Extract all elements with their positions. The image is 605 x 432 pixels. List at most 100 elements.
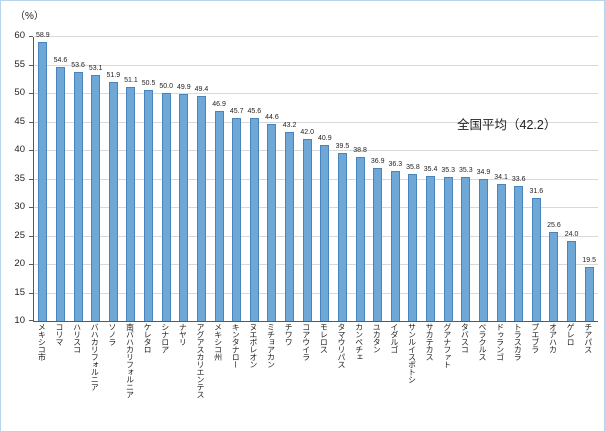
bar-column: 49.4 bbox=[193, 37, 211, 321]
bar-value-label: 38.8 bbox=[353, 146, 367, 154]
bar-value-label: 36.3 bbox=[388, 161, 403, 169]
bar-value-label: 35.4 bbox=[423, 166, 438, 174]
y-tick-label: 50 bbox=[14, 87, 25, 98]
x-tick-label-text: アグアスカリエンテス bbox=[196, 323, 206, 398]
y-tick-label: 45 bbox=[14, 115, 25, 127]
bar-value-label: 58.9 bbox=[36, 32, 50, 40]
gridline bbox=[34, 207, 598, 208]
bar-column: 35.3 bbox=[439, 37, 457, 321]
bar-value-label: 34.9 bbox=[476, 169, 491, 177]
bar-value-label: 49.4 bbox=[194, 86, 209, 94]
bar-value-label: 35.3 bbox=[441, 166, 455, 174]
plot-area: 58.9 54.6 53.6 53.1 51.9 51.1 50.5 50.0 49.9 49.4… bbox=[33, 32, 598, 322]
bar bbox=[161, 93, 171, 321]
bar bbox=[108, 82, 118, 321]
y-tick-label: 40 bbox=[14, 144, 25, 155]
x-tick-label-text: サンルイスポトシ bbox=[407, 323, 417, 383]
bar bbox=[531, 197, 541, 321]
bar-value-label: 43.2 bbox=[282, 121, 297, 129]
bar-value-label: 40.9 bbox=[318, 134, 332, 142]
y-tick-mark bbox=[29, 207, 33, 208]
bar bbox=[38, 42, 48, 321]
x-tick-label: ゲレロ bbox=[562, 323, 580, 346]
bar bbox=[390, 171, 400, 321]
x-tick-label: タマウリパス bbox=[333, 323, 351, 368]
gridline bbox=[34, 64, 598, 66]
gridline bbox=[34, 264, 598, 265]
bar-column: 34.9 bbox=[475, 37, 493, 321]
bar-value-label: 53.6 bbox=[71, 62, 85, 70]
x-tick-label-text: ケレタロ bbox=[143, 323, 153, 353]
x-tick-label: サカテカス bbox=[421, 323, 439, 361]
bar-value-label: 53.1 bbox=[88, 65, 103, 73]
bar-column: 46.9 bbox=[210, 37, 228, 321]
national-average-annotation: 全国平均（42.2） bbox=[457, 118, 557, 132]
y-tick-label: 25 bbox=[14, 229, 25, 241]
bar-column: 51.1 bbox=[122, 37, 140, 321]
bar-column: 38.8 bbox=[351, 37, 369, 321]
x-tick-label-text: メキシコ市 bbox=[37, 323, 47, 361]
bar-column: 35.4 bbox=[422, 37, 440, 321]
x-tick-label-text: ドゥランゴ bbox=[495, 323, 505, 361]
x-tick-label-text: ソノラ bbox=[107, 323, 117, 346]
bar-column: 53.6 bbox=[69, 37, 87, 321]
x-tick-label: キンタナロー bbox=[227, 323, 245, 368]
bar-column: 33.6 bbox=[510, 37, 528, 321]
y-axis: 10 15 20 25 30 35 40 45 50 55 60 bbox=[1, 31, 33, 326]
x-tick-label: ドゥランゴ bbox=[491, 323, 509, 361]
x-tick-label-text: タバスコ bbox=[460, 323, 470, 353]
y-tick-label: 15 bbox=[14, 286, 25, 298]
x-tick-label-text: プエブラ bbox=[530, 323, 540, 353]
bar-column: 35.8 bbox=[404, 37, 422, 321]
x-tick-label: ミチョアカン bbox=[262, 323, 280, 368]
bars-container: 58.9 54.6 53.6 53.1 51.9 51.1 50.5 50.0 49.9 49.4… bbox=[34, 32, 598, 321]
x-tick-label: オアハカ bbox=[544, 323, 562, 353]
bar bbox=[73, 72, 83, 321]
x-tick-label: バハカリフォルニア bbox=[86, 323, 104, 391]
bar-value-label: 33.6 bbox=[511, 176, 526, 184]
bar bbox=[214, 110, 224, 321]
x-tick-label: プエブラ bbox=[527, 323, 545, 353]
bar-column: 58.9 bbox=[34, 32, 52, 321]
bar bbox=[337, 152, 347, 321]
bar bbox=[267, 123, 277, 321]
bar bbox=[514, 186, 524, 321]
bar-column: 19.5 bbox=[580, 37, 598, 321]
bar bbox=[144, 90, 154, 321]
bar-value-label: 51.9 bbox=[106, 72, 121, 80]
gridline bbox=[34, 178, 598, 180]
x-tick-label: ヌエボレオン bbox=[245, 323, 263, 368]
x-tick-label: カンペチェ bbox=[350, 323, 368, 361]
x-tick-label: モレロス bbox=[315, 323, 333, 353]
bar-column: 45.7 bbox=[228, 37, 246, 321]
bar bbox=[443, 176, 453, 321]
bar-value-label: 46.9 bbox=[212, 100, 226, 108]
x-tick-label-text: バハカリフォルニア bbox=[90, 323, 100, 391]
x-tick-label-text: ユカタン bbox=[372, 323, 382, 353]
y-tick-mark bbox=[29, 93, 33, 94]
x-tick-label: ユカタン bbox=[368, 323, 386, 353]
bar bbox=[285, 131, 295, 321]
x-tick-label: コリマ bbox=[51, 323, 69, 346]
bar-column: 31.6 bbox=[528, 37, 546, 321]
x-tick-label: 南バハカリフォルニア bbox=[121, 323, 139, 398]
x-tick-label: イダルゴ bbox=[386, 323, 404, 353]
bar-column: 35.3 bbox=[457, 37, 475, 321]
x-tick-label-text: チワワ bbox=[284, 323, 294, 346]
bar bbox=[91, 75, 101, 321]
bar-value-label: 36.9 bbox=[370, 157, 385, 165]
bar-column: 36.3 bbox=[387, 37, 405, 321]
bar bbox=[373, 167, 383, 321]
bar bbox=[461, 176, 471, 321]
x-tick-label-text: キンタナロー bbox=[231, 323, 241, 368]
y-tick-mark bbox=[29, 292, 33, 294]
gridline bbox=[34, 93, 598, 94]
bar bbox=[55, 66, 65, 321]
bar-value-label: 39.5 bbox=[335, 142, 350, 150]
bar-value-label: 19.5 bbox=[582, 256, 596, 264]
gridline bbox=[34, 235, 598, 237]
y-tick-label: 55 bbox=[14, 58, 25, 70]
bar-value-label: 34.1 bbox=[494, 173, 508, 181]
x-tick-label-text: ベラクルス bbox=[478, 323, 488, 361]
